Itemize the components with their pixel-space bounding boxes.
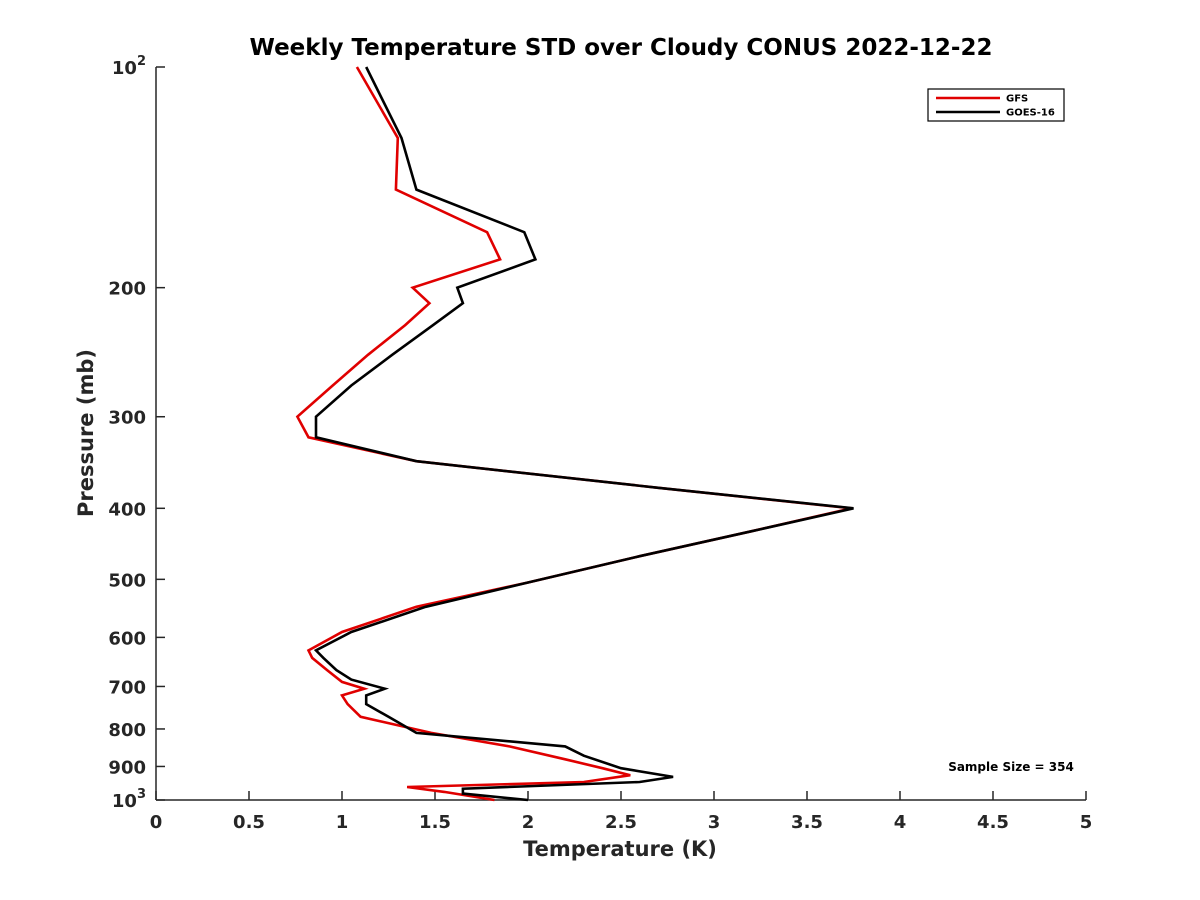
y-tick-label: 900	[108, 757, 146, 778]
y-tick-label: 500	[108, 570, 146, 591]
legend-entry: GFS	[1006, 94, 1028, 105]
axes	[155, 66, 1087, 801]
x-tick-label: 5	[1080, 812, 1093, 833]
x-tick-label: 3	[708, 812, 721, 833]
y-tick-label: 300	[108, 408, 146, 429]
x-tick-label: 3.5	[791, 812, 823, 833]
y-tick-label: 103	[112, 787, 146, 812]
series-line-goes-16	[313, 66, 854, 802]
x-tick-label: 4.5	[977, 812, 1009, 833]
y-tick-label: 700	[108, 677, 146, 698]
x-tick-label: 1	[336, 812, 349, 833]
legend: GFS GOES-16	[927, 88, 1065, 122]
x-tick-label: 2.5	[605, 812, 637, 833]
y-tick-label: 102	[112, 54, 146, 79]
x-tick-label: 0	[150, 812, 163, 833]
x-tick-label: 1.5	[419, 812, 451, 833]
y-tick-label: 200	[108, 279, 146, 300]
x-tick-label: 2	[522, 812, 535, 833]
chart-title: Weekly Temperature STD over Cloudy CONUS…	[250, 35, 993, 61]
series-line-gfs	[295, 66, 852, 802]
series-lines	[295, 66, 854, 802]
y-tick-label: 400	[108, 499, 146, 520]
legend-box	[927, 88, 1065, 122]
y-axis-title: Pressure (mb)	[74, 349, 98, 517]
sample-size-annotation: Sample Size = 354	[948, 760, 1074, 774]
y-tick-label: 800	[108, 720, 146, 741]
x-axis-title: Temperature (K)	[523, 837, 717, 861]
y-tick-label: 600	[108, 628, 146, 649]
x-tick-label: 0.5	[233, 812, 265, 833]
tick-labels: 0 0.5 1 1.5 2 2.5 3 3.5 4 4.5 5 102 200 300 400 500 600 7…	[108, 54, 1092, 833]
x-tick-label: 4	[894, 812, 907, 833]
legend-entry: GOES-16	[1006, 108, 1055, 119]
